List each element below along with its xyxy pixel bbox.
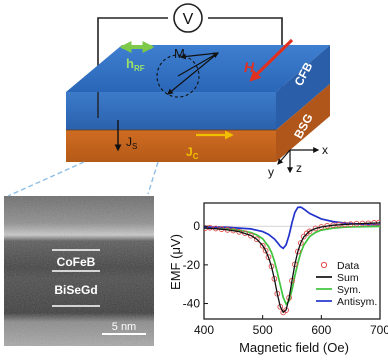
x-tick-label: 600: [311, 323, 331, 337]
zoom-guide-left: [7, 161, 85, 197]
charge-current-label: JC: [186, 145, 199, 161]
plot-frame: [203, 202, 381, 320]
y-tick-label: -20: [183, 258, 201, 272]
legend-entry: Sum: [337, 272, 359, 284]
axis-x-label: x: [322, 143, 328, 157]
x-tick-label: 500: [253, 323, 273, 337]
x-axis-label: Magnetic field (Oe): [239, 340, 349, 355]
legend-entry: Data: [337, 260, 359, 272]
magnetization-vector-2: [179, 52, 219, 60]
y-axis-label: EMF (μV): [168, 234, 183, 290]
cfb-front-face: [66, 92, 276, 130]
ticks-layer: 400 500 600 700 0 -20 -40: [183, 219, 388, 337]
data-point: [306, 228, 313, 235]
voltmeter-label: V: [183, 11, 194, 28]
scale-bar-label: 5 nm: [112, 321, 136, 333]
legend-swatch: [320, 261, 328, 269]
dc-field-label: H: [244, 59, 255, 75]
coordinate-axes: x y z: [268, 143, 328, 179]
precession-circle: [156, 54, 200, 98]
magnetization-vector: [177, 52, 220, 77]
data-point: [248, 232, 254, 239]
cfb-side-face: [276, 45, 330, 130]
voltmeter: [173, 3, 203, 33]
magnetization-label: M: [174, 46, 185, 61]
y-tick-label: 0: [193, 219, 200, 233]
data-point: [259, 242, 266, 249]
spin-current-label: JS: [126, 135, 137, 151]
dc-field-arrow: [249, 38, 294, 82]
axis-z-label: z: [296, 161, 302, 175]
series-line-antisym: [204, 206, 380, 250]
x-tick-label: 700: [370, 323, 388, 337]
cofeb-label: CoFeB: [57, 255, 96, 269]
magnetization-vector-3: [167, 52, 219, 95]
data-point: [300, 233, 307, 240]
data-point: [253, 236, 260, 243]
bsg-side-face: [276, 84, 330, 162]
tem-micrograph: CoFeB BiSeGd 5 nm: [4, 196, 154, 346]
zoom-guide-right: [147, 161, 159, 195]
series-layer: [204, 206, 380, 316]
biseGd-label: BiSeGd: [54, 283, 97, 297]
data-point: [265, 254, 272, 260]
rf-field-label: hRF: [126, 56, 145, 73]
device-schematic: V CFB BSG hRF M H JS: [7, 3, 330, 197]
y-tick-label: -40: [183, 297, 201, 311]
series-line-sum: [204, 222, 380, 314]
data-point: [262, 247, 269, 254]
axis-y-label: y: [268, 165, 274, 179]
legend-entry: Antisym.: [337, 296, 377, 308]
legend-entry: Sym.: [337, 284, 361, 296]
data-point: [297, 240, 304, 246]
bsg-front-face: [66, 130, 276, 162]
x-tick-label: 400: [194, 323, 214, 337]
